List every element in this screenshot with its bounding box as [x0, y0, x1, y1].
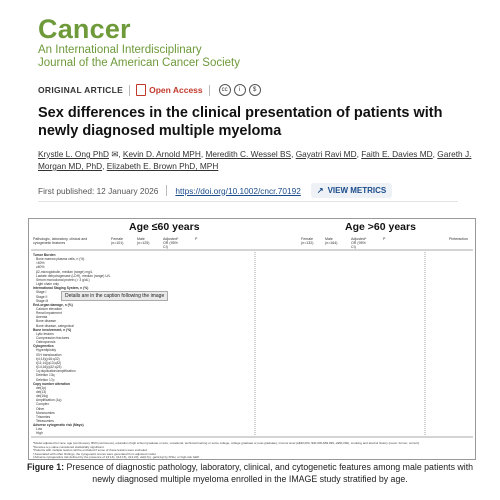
article-title: Sex differences in the clinical presenta…: [38, 105, 443, 139]
forest-plot-graphics: [31, 249, 473, 438]
divider: [208, 84, 210, 96]
table-row-label: Stage III: [36, 298, 49, 303]
table-row-label: End-organ damage, n (%): [33, 302, 73, 307]
col-header-p-right: P: [383, 237, 386, 241]
table-row-label: β2-microglobulin, median (range) mg/L: [36, 269, 93, 274]
table-row-label: Tetrasomies: [36, 419, 54, 423]
caption-label: Figure 1:: [26, 462, 65, 472]
journal-subtitle-line1: An International Interdisciplinary: [38, 44, 202, 56]
footnote: *Denotes a p-value considered statistica…: [33, 444, 105, 449]
footnote: †Associated with other findings, the cyt…: [33, 451, 157, 456]
caption-text: Presence of diagnostic pathology, labora…: [64, 462, 474, 484]
table-row-label: Low: [36, 427, 43, 432]
col-header-p: P: [195, 237, 198, 241]
figure-caption: Figure 1: Presence of diagnostic patholo…: [22, 462, 478, 485]
table-row-label: Copy number alteration: [33, 381, 71, 386]
table-row-label: t(14;16)(q32;q23): [36, 365, 62, 370]
table-row-label: Hyperdiploidy: [36, 348, 56, 353]
col-header-female-right: Female (n=132): [301, 237, 314, 245]
table-row-label: del(1p): [36, 385, 47, 390]
table-row-label: Compression fractures: [36, 336, 70, 340]
col-header-female: Female (n=101): [111, 237, 124, 245]
table-row-label: Lytic lesions: [36, 331, 54, 336]
table-row-label: Lactate dehydrogenase (LDH), median (ran…: [36, 273, 111, 278]
table-row-label: Light chain only: [36, 282, 59, 287]
journal-name[interactable]: Cancer: [38, 14, 131, 44]
footnote: ‡Adverse cytogenetics risk defined by th…: [33, 455, 200, 460]
table-row-label: Bone marrow plasma cells, n (%): [36, 257, 85, 262]
journal-subtitle-line2: Journal of the American Cancer Society: [38, 57, 240, 69]
author-link[interactable]: Faith E. Davies MD: [361, 149, 433, 159]
footnote: *Patients with multiple lesions will be …: [33, 448, 148, 453]
author-link[interactable]: Gareth J. Morgan MD, PhD: [38, 149, 472, 171]
divider: [129, 84, 131, 96]
table-row-label: International Staging System, n (%): [33, 286, 89, 291]
by-icon[interactable]: i: [233, 84, 246, 96]
forest-plot-figure[interactable]: Age ≤60 years Age >60 years Pathologic, …: [28, 218, 476, 460]
trend-icon: ↗: [316, 186, 324, 195]
col-header-features: Pathologic, laboratory, clinical and cyt…: [33, 237, 88, 245]
table-row-label: Anemia: [36, 315, 48, 320]
col-header-pinteraction: Pinteraction: [449, 237, 468, 241]
col-header-or-right: Adjusted* OR (95% CI): [351, 237, 367, 249]
author-link[interactable]: Elizabeth E. Brown PhD, MPH: [106, 161, 219, 171]
table-row-label: <60%: [36, 261, 45, 266]
table-row-label: Amplification (1q): [36, 398, 62, 403]
table-row-label: Other: [36, 406, 45, 411]
table-row-label: Serum monoclonal protein (> 3 g/dL): [36, 277, 90, 282]
table-row-label: Cytogenetics: [33, 344, 54, 349]
publication-row: First published: 12 January 2026 https:/…: [38, 183, 393, 198]
table-row-label: del(16q): [36, 394, 49, 399]
author-link[interactable]: Gayatri Ravi MD: [295, 149, 357, 159]
table-row-label: ≥60%: [36, 265, 45, 270]
table-row-label: Deletion 13q: [36, 373, 55, 378]
view-metrics-label: VIEW METRICS: [327, 186, 387, 195]
article-meta-row: ORIGINAL ARTICLE Open Access cc i $: [38, 84, 261, 96]
table-row-label: Deletion 17p: [36, 377, 55, 382]
journal-header: Cancer An International Interdisciplinar…: [38, 14, 240, 70]
nc-icon[interactable]: $: [248, 84, 261, 96]
table-row-label: Trisomies: [36, 414, 51, 419]
open-access-label[interactable]: Open Access: [149, 85, 203, 95]
table-row-label: t(11;14)(q13;q32): [36, 360, 62, 365]
table-row-label: Stage I: [36, 290, 47, 295]
author-link[interactable]: Meredith C. Wessel BS: [205, 149, 292, 159]
table-row-label: Complex: [36, 402, 50, 407]
view-metrics-button[interactable]: ↗ VIEW METRICS: [310, 183, 393, 198]
table-row-label: Stage II: [36, 294, 48, 299]
left-group-heading: Age ≤60 years: [129, 221, 200, 233]
table-row-label: t(4;14)(p16;q32): [36, 356, 60, 361]
table-row-label: Osteoporosis: [36, 340, 56, 345]
table-row-label: High: [36, 431, 43, 436]
col-header-male-right: Male (n=164): [325, 237, 338, 245]
right-group-heading: Age >60 years: [345, 221, 416, 233]
table-row-label: 1q duplication/amplification: [36, 369, 76, 374]
first-published: First published: 12 January 2026: [38, 185, 159, 196]
table-row-label: Tumor Burden: [33, 253, 56, 257]
divider: [38, 201, 458, 202]
table-row-label: Bone involvement, n (%): [33, 327, 72, 332]
cc-icon[interactable]: cc: [218, 84, 231, 96]
table-row-label: Renal impairment: [36, 311, 62, 316]
article-type: ORIGINAL ARTICLE: [38, 85, 124, 95]
open-access-icon: [136, 84, 147, 96]
table-row-label: Calcium elevation: [36, 306, 63, 311]
footnote: *Model adjusted for race, age (continuou…: [33, 441, 421, 445]
table-row-label: Adverse cytogenetic risk (Mayo): [33, 423, 84, 428]
doi-link[interactable]: https://doi.org/10.1002/cncr.70192: [175, 185, 301, 196]
table-row-label: IGH translocation: [36, 352, 62, 357]
table-row-label: Bone disease: [36, 319, 56, 324]
table-row-label: del(13): [36, 389, 47, 394]
table-row-label: Monosomies: [36, 410, 55, 415]
author-link[interactable]: Kevin D. Arnold MPH: [122, 149, 201, 159]
author-list: Krystle L. Ong PhD ✉, Kevin D. Arnold MP…: [38, 149, 472, 171]
mail-icon[interactable]: ✉: [109, 149, 119, 159]
author-link[interactable]: Krystle L. Ong PhD: [38, 149, 110, 159]
col-header-or: Adjusted* OR (95% CI): [163, 237, 179, 249]
divider: [166, 185, 168, 196]
image-tooltip: Details are in the caption following the…: [61, 291, 169, 301]
col-header-male: Male (n=125): [137, 237, 150, 245]
table-row-label: Bone disease, categorical: [36, 323, 74, 328]
